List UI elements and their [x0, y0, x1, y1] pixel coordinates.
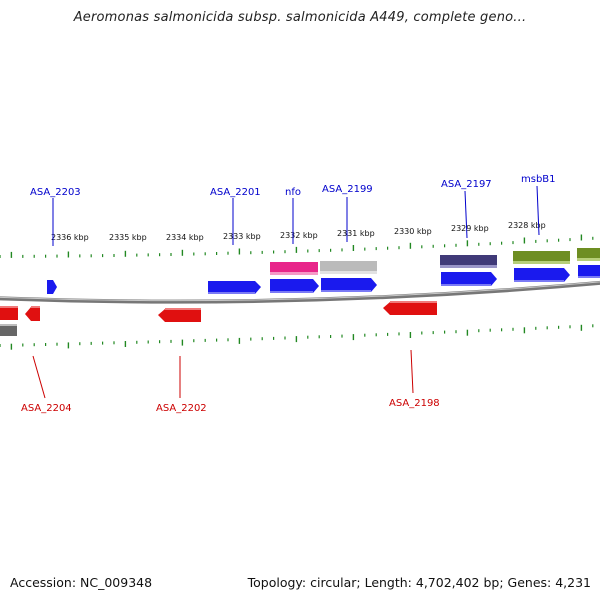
- cds-forward-ASA_2203[interactable]: [47, 280, 57, 294]
- leader-ASA_2197: [464, 190, 468, 239]
- gene-label-msbB1[interactable]: msbB1: [521, 174, 556, 185]
- outer-tick-ring: [0, 234, 594, 258]
- cds-forward-ASA_2201[interactable]: [208, 281, 261, 294]
- cds-forward-msbB1[interactable]: [514, 268, 570, 282]
- cds-reverse-ASA_2204[interactable]: [25, 306, 40, 321]
- gene-label-ASA_2199[interactable]: ASA_2199: [322, 184, 373, 195]
- msbB1-block[interactable]: [513, 251, 570, 264]
- cds-forward-ASA_2197[interactable]: [441, 272, 497, 286]
- nfo-block[interactable]: [270, 262, 318, 275]
- inner-tick-ring: [0, 324, 594, 350]
- gene-label-ASA_2202[interactable]: ASA_2202: [156, 403, 207, 414]
- gene-label-ASA_2198[interactable]: ASA_2198: [389, 398, 440, 409]
- scale-label-2336: 2336 kbp: [51, 233, 89, 242]
- gene-label-ASA_2201[interactable]: ASA_2201: [210, 187, 261, 198]
- left-inner-block[interactable]: [0, 324, 17, 336]
- ASA_2197-block[interactable]: [440, 255, 497, 268]
- gene-label-ASA_2204[interactable]: ASA_2204: [21, 403, 72, 414]
- ASA_2199-block[interactable]: [320, 261, 377, 274]
- scale-label-2328: 2328 kbp: [508, 221, 546, 230]
- cds-forward-ASA_2199[interactable]: [321, 278, 377, 292]
- gene-label-ASA_2203[interactable]: ASA_2203: [30, 187, 81, 198]
- next-block[interactable]: [577, 248, 600, 261]
- scale-label-2335: 2335 kbp: [109, 233, 147, 242]
- gene-label-ASA_2197[interactable]: ASA_2197: [441, 179, 492, 190]
- cds-reverse-ASA_2198[interactable]: [383, 301, 437, 315]
- cds-forward-msbB1-next[interactable]: [578, 265, 600, 278]
- map-title: Aeromonas salmonicida subsp. salmonicida…: [73, 10, 527, 25]
- cds-reverse-ASA_2202[interactable]: [158, 308, 201, 322]
- scale-label-2330: 2330 kbp: [394, 227, 432, 236]
- scale-label-2334: 2334 kbp: [166, 233, 204, 242]
- leader-msbB1: [536, 185, 540, 236]
- leader-ASA_2198: [410, 349, 414, 394]
- scale-label-2329: 2329 kbp: [451, 224, 489, 233]
- scale-label-2333: 2333 kbp: [223, 232, 261, 241]
- scale-label-2332: 2332 kbp: [280, 231, 318, 240]
- cds-reverse-ASA_2204-left[interactable]: [0, 306, 18, 320]
- accession-text: Accession: NC_009348: [10, 575, 153, 590]
- leader-ASA_2204: [32, 355, 46, 399]
- genome-backbone: [0, 280, 600, 304]
- genome-backbone-highlight: [0, 281, 600, 302]
- gene-label-nfo[interactable]: nfo: [285, 187, 301, 198]
- cds-forward-nfo[interactable]: [270, 279, 319, 293]
- scale-label-2331: 2331 kbp: [337, 229, 375, 238]
- topology-text: Topology: circular; Length: 4,702,402 bp…: [247, 575, 591, 590]
